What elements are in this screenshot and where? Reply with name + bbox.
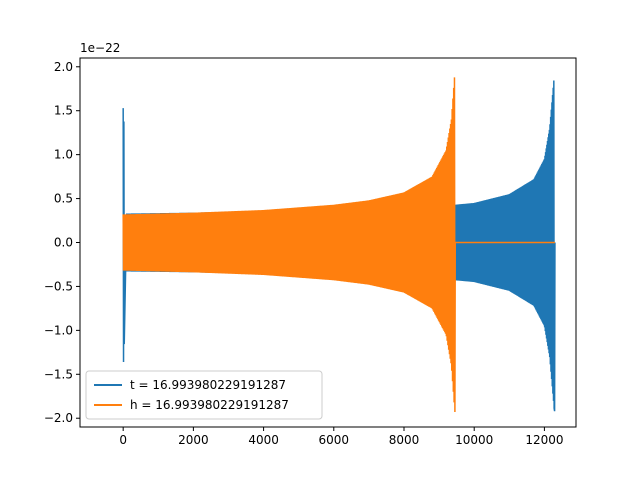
y-tick-label: 1.5	[54, 104, 73, 118]
x-tick-label: 4000	[248, 433, 279, 447]
y-tick-label: 0.0	[54, 236, 73, 250]
legend-entry-label: t = 16.993980229191287	[130, 378, 286, 392]
x-tick-label: 6000	[319, 433, 350, 447]
x-tick-label: 0	[119, 433, 127, 447]
legend-box	[85, 370, 323, 420]
y-tick-label: 1.0	[54, 148, 73, 162]
series-h-line	[122, 77, 555, 413]
legend-entry-label: h = 16.993980229191287	[130, 398, 289, 412]
legend: t = 16.993980229191287 h = 16.99398022919…	[85, 370, 323, 420]
x-tick-label: 10000	[455, 433, 493, 447]
y-tick-label: 2.0	[54, 60, 73, 74]
y-tick-label: −1.5	[44, 367, 73, 381]
x-tick-label: 2000	[178, 433, 209, 447]
x-tick-label: 8000	[389, 433, 420, 447]
y-tick-label: 0.5	[54, 192, 73, 206]
x-tick-label: 12000	[525, 433, 563, 447]
y-tick-label: −1.0	[44, 323, 73, 337]
ticks-layer: 0 2000 4000 6000 8000 10000 12000 2.0 1.5 1.0 0.5 0…	[44, 60, 564, 447]
y-tick-label: −0.5	[44, 279, 73, 293]
plot-data-layer	[122, 77, 556, 413]
y-tick-label: −2.0	[44, 411, 73, 425]
y-offset-label: 1e−22	[80, 41, 120, 55]
